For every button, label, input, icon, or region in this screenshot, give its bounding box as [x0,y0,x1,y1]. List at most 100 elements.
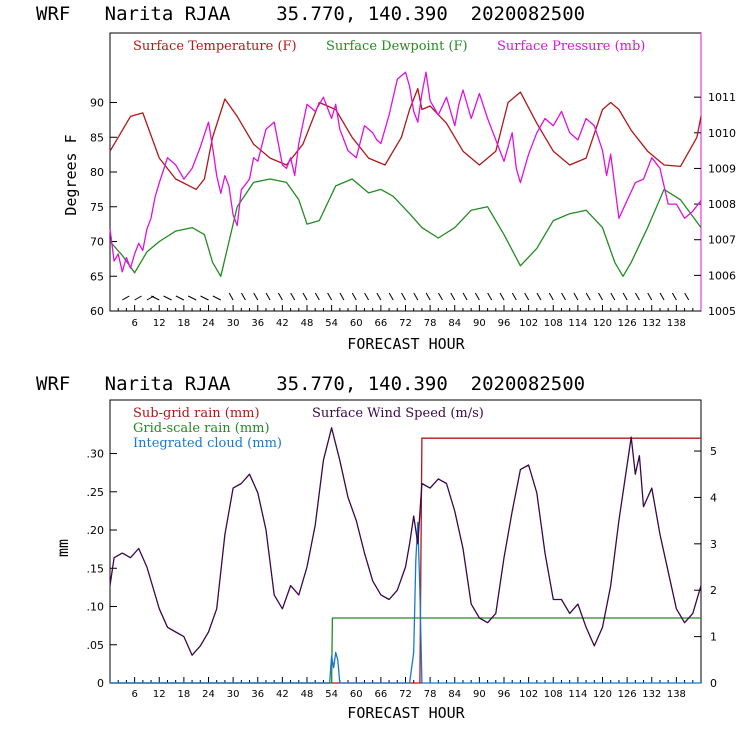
y2-tick-label: 2 [710,584,717,597]
wind-barb [474,292,480,301]
wind-barb [163,295,172,301]
y2-tick-label: 0 [710,677,717,690]
x-tick-label: 18 [178,318,191,329]
wind-barb [425,292,431,301]
wind-barb [212,295,222,301]
wind-barbs [122,292,690,301]
x-tick-label: 96 [498,689,511,700]
x-tick-label: 90 [473,318,486,329]
wind-barb [187,295,197,301]
wind-barb [573,292,579,301]
top-series-lines [109,71,702,277]
x-tick-label: 48 [301,318,314,329]
x-tick-label: 30 [227,318,240,329]
x-tick-label: 12 [153,689,166,700]
chart-title-2: WRF Narita RJAA 35.770, 140.390 20200825… [36,373,585,395]
series-surface-dewpoint-f [109,178,702,277]
legend-pressure: Surface Pressure (mb) [497,39,645,54]
x-tick-label: 114 [568,689,587,700]
wind-barb [339,292,345,301]
y2-tick-label: 1 [710,631,717,644]
series-surface-pressure-mb [109,71,702,273]
x-tick-label: 12 [153,318,166,329]
x-tick-label: 90 [473,689,486,700]
legend-gridscale-rain: Grid-scale rain (mm) [133,421,270,436]
wind-barb [228,292,234,301]
wind-barb [548,292,554,301]
wind-barb [122,295,130,301]
legend-wind-speed: Surface Wind Speed (m/s) [312,406,484,421]
y-axis-label: Degrees F [62,134,80,215]
x-tick-label: 30 [227,689,240,700]
wind-barb [200,295,209,301]
wind-barb [364,292,369,301]
wind-barb [134,295,142,301]
legend-subgrid-rain: Sub-grid rain (mm) [133,406,260,421]
y-tick-label: .05 [87,639,105,652]
x-tick-label: 138 [667,318,686,329]
wind-barb [647,292,653,301]
y-tick-label: 0 [97,677,104,690]
y-tick-label: .10 [87,601,105,614]
wind-barb [450,292,456,301]
legend-dewpoint: Surface Dewpoint (F) [326,39,468,54]
x-tick-label: 126 [618,318,637,329]
wind-barb [635,292,640,301]
x-tick-label: 24 [202,318,215,329]
wind-barb [314,292,320,301]
x-tick-label: 120 [593,318,612,329]
y2-tick-label: 1006 [708,269,736,282]
x-tick-label: 54 [325,689,338,700]
legend-temperature: Surface Temperature (F) [133,39,297,54]
y-tick-label: .15 [87,562,105,575]
wind-barb [511,292,517,301]
x-tick-label: 84 [448,318,461,329]
y2-tick-label: 5 [710,445,717,458]
x-axis-label: FORECAST HOUR [347,335,465,353]
x-tick-label: 48 [301,689,314,700]
wind-barb [265,292,271,301]
y2-tick-label: 1008 [708,198,736,211]
wind-barb [151,295,160,301]
wind-barb [175,295,185,301]
wind-barb [290,292,296,301]
wind-barb [302,292,308,301]
y2-tick-label: 1005 [708,305,736,318]
x-tick-label: 108 [544,318,563,329]
x-tick-label: 6 [131,689,137,700]
wind-barb [585,292,591,301]
y-tick-label: 65 [90,270,104,283]
y-tick-label: .25 [87,486,105,499]
x-tick-label: 42 [276,689,289,700]
y-tick-label: 80 [90,166,104,179]
bottom-series-lines [109,427,702,684]
wind-barb [388,292,394,301]
wind-barb [351,292,357,301]
y2-tick-label: 3 [710,538,717,551]
y2-tick-label: 1009 [708,162,736,175]
x-tick-label: 84 [448,689,461,700]
wind-barb [401,292,406,301]
x-tick-label: 60 [350,318,363,329]
wind-barb [598,292,603,301]
precipitation-chart: WRF Narita RJAA 35.770, 140.390 20200825… [36,373,717,722]
x-tick-label: 138 [667,689,686,700]
wind-barb [684,292,690,301]
x-tick-label: 72 [399,318,412,329]
x-tick-label: 66 [375,689,388,700]
series-sub-grid-rain-mm [110,437,701,684]
series-surface-wind-speed-m-s [109,427,702,656]
x-tick-label: 78 [424,689,437,700]
x-tick-label: 102 [519,689,538,700]
x-tick-label: 132 [642,318,661,329]
x-tick-label: 108 [544,689,563,700]
x-tick-label: 78 [424,318,437,329]
wind-barb [487,292,493,301]
x-tick-label: 54 [325,318,338,329]
wind-barb [622,292,628,301]
x-tick-label: 36 [251,318,264,329]
wind-barb [327,292,333,301]
wind-barb [462,292,468,301]
y-tick-label: .30 [87,448,105,461]
wind-barb [610,292,616,301]
